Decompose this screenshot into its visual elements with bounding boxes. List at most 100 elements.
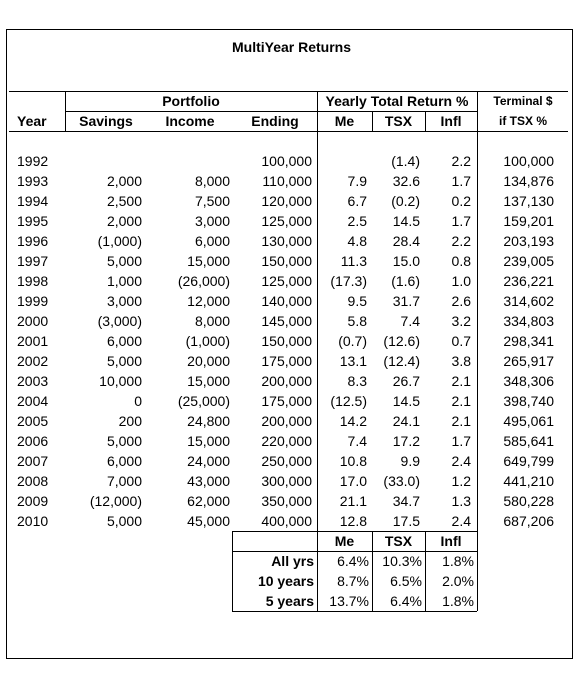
summary-header-rule (232, 551, 477, 552)
cell-terminal: 265,917 (503, 353, 554, 369)
cell-terminal: 334,803 (503, 313, 554, 329)
summary-cell-tsx: 6.4% (390, 593, 422, 609)
cell-terminal: 585,641 (503, 433, 554, 449)
cell-tsx: (33.0) (383, 473, 420, 489)
cell-savings: 5,000 (106, 353, 142, 369)
summary-cell-tsx: 10.3% (382, 553, 422, 569)
cell-savings: (12,000) (89, 493, 142, 509)
cell-income: 43,000 (187, 473, 230, 489)
cell-ending: 125,000 (261, 213, 312, 229)
cell-ending: 350,000 (261, 493, 312, 509)
report-frame (6, 29, 573, 659)
cell-tsx: (0.2) (391, 193, 420, 209)
cell-me: 6.7 (347, 193, 367, 209)
portfolio-header: Portfolio (162, 93, 220, 109)
cell-ending: 300,000 (261, 473, 312, 489)
yearly-underline (317, 111, 477, 112)
cell-infl: 0.2 (451, 193, 471, 209)
income-header: Income (165, 113, 215, 129)
cell-year: 1997 (17, 253, 49, 269)
cell-savings: 6,000 (106, 453, 142, 469)
cell-terminal: 203,193 (503, 233, 554, 249)
cell-tsx: 34.7 (392, 493, 420, 509)
cell-tsx: 7.4 (400, 313, 420, 329)
cell-terminal: 100,000 (503, 153, 554, 169)
cell-ending: 175,000 (261, 393, 312, 409)
cell-tsx: 15.0 (392, 253, 420, 269)
cell-year: 2007 (17, 453, 49, 469)
header-top-rule (9, 91, 568, 92)
cell-tsx: 9.9 (400, 453, 420, 469)
cell-infl: 2.2 (451, 233, 471, 249)
cell-savings: 5,000 (106, 433, 142, 449)
cell-tsx: 17.5 (392, 513, 420, 529)
summary-cell-me: 6.4% (337, 553, 369, 569)
cell-year: 2006 (17, 433, 49, 449)
cell-me: (17.3) (330, 273, 367, 289)
tsx-header: TSX (384, 113, 413, 129)
cell-infl: 3.8 (451, 353, 471, 369)
cell-tsx: 28.4 (392, 233, 420, 249)
cell-infl: 1.7 (451, 173, 471, 189)
terminal-header-line2: if TSX % (498, 114, 547, 128)
cell-infl: 2.2 (451, 153, 471, 169)
cell-year: 2003 (17, 373, 49, 389)
cell-savings: 2,000 (106, 213, 142, 229)
cell-terminal: 495,061 (503, 413, 554, 429)
cell-income: 6,000 (194, 233, 230, 249)
summary-cell-infl: 1.8% (442, 593, 474, 609)
cell-terminal: 687,206 (503, 513, 554, 529)
cell-income: 62,000 (187, 493, 230, 509)
cell-infl: 0.8 (451, 253, 471, 269)
cell-year: 1999 (17, 293, 49, 309)
cell-terminal: 134,876 (503, 173, 554, 189)
cell-ending: 110,000 (262, 173, 312, 189)
cell-income: 45,000 (187, 513, 230, 529)
cell-me: 5.8 (347, 313, 367, 329)
me-col-divider (372, 111, 373, 131)
cell-terminal: 159,201 (503, 213, 554, 229)
cell-tsx: (12.6) (383, 333, 420, 349)
cell-ending: 150,000 (261, 333, 312, 349)
cell-income: 24,000 (187, 453, 230, 469)
cell-year: 1992 (17, 153, 49, 169)
summary-cell-tsx: 6.5% (390, 573, 422, 589)
cell-year: 1994 (17, 193, 49, 209)
cell-income: 8,000 (194, 173, 230, 189)
cell-infl: 0.7 (451, 333, 471, 349)
cell-year: 2009 (17, 493, 49, 509)
cell-tsx: 31.7 (392, 293, 420, 309)
savings-header: Savings (79, 113, 133, 129)
cell-me: 7.4 (347, 433, 367, 449)
cell-income: 15,000 (187, 433, 230, 449)
cell-tsx: (1.6) (391, 273, 420, 289)
cell-tsx: 32.6 (392, 173, 420, 189)
ending-header: Ending (251, 113, 299, 129)
summary-bottom-rule (232, 611, 477, 612)
cell-savings: 10,000 (99, 373, 142, 389)
cell-income: (1,000) (185, 333, 230, 349)
me-header: Me (334, 113, 355, 129)
cell-year: 2010 (17, 513, 49, 529)
cell-me: 13.1 (339, 353, 367, 369)
cell-me: 7.9 (347, 173, 367, 189)
cell-ending: 130,000 (261, 233, 312, 249)
cell-tsx: 17.2 (392, 433, 420, 449)
cell-infl: 3.2 (451, 313, 471, 329)
cell-ending: 125,000 (261, 273, 312, 289)
cell-infl: 1.0 (451, 273, 471, 289)
year-col-divider (65, 91, 66, 131)
cell-terminal: 441,210 (503, 473, 554, 489)
cell-year: 1993 (17, 173, 49, 189)
summary-cell-infl: 1.8% (442, 553, 474, 569)
cell-savings: (3,000) (97, 313, 142, 329)
cell-infl: 1.2 (451, 473, 471, 489)
cell-ending: 120,000 (261, 193, 312, 209)
summary-cell-infl: 2.0% (442, 573, 474, 589)
cell-terminal: 348,306 (503, 373, 554, 389)
header-bottom-rule (9, 131, 568, 132)
cell-me: 17.0 (339, 473, 367, 489)
summary-top-rule (232, 531, 477, 532)
cell-savings: 3,000 (106, 293, 142, 309)
cell-me: 21.1 (339, 493, 367, 509)
